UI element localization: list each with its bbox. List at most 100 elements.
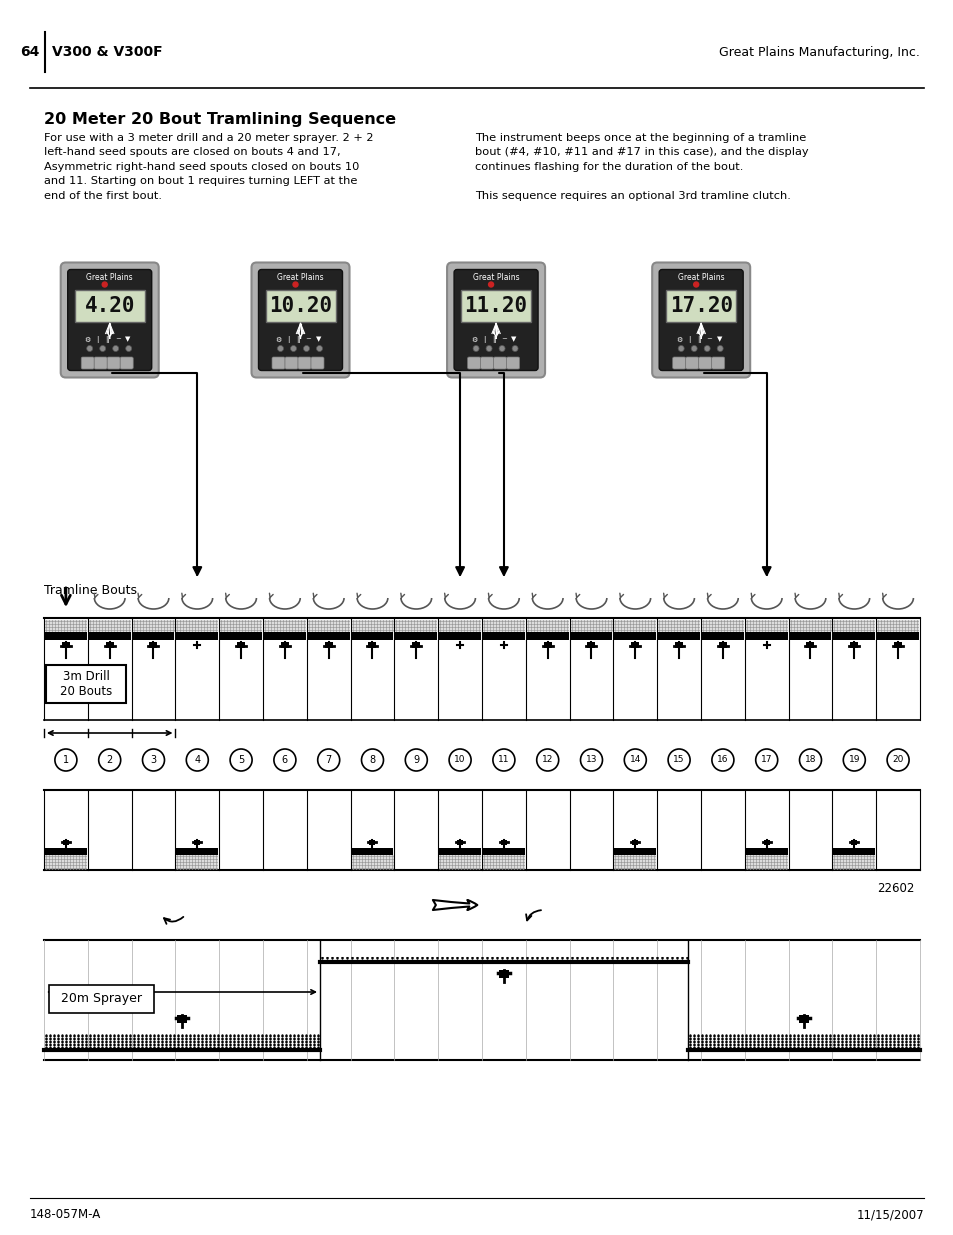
Text: ||: || (491, 336, 496, 343)
Bar (368, 642, 376, 648)
Circle shape (488, 282, 493, 287)
Text: 20 Meter 20 Bout Tramlining Sequence: 20 Meter 20 Bout Tramlining Sequence (44, 112, 395, 127)
FancyBboxPatch shape (685, 357, 698, 369)
FancyBboxPatch shape (659, 269, 742, 370)
Circle shape (186, 748, 208, 771)
Bar (833, 632, 874, 640)
Bar (460, 289, 531, 321)
Text: 18: 18 (804, 756, 816, 764)
Bar (658, 632, 700, 640)
FancyBboxPatch shape (68, 269, 152, 370)
Bar (798, 1015, 808, 1023)
FancyBboxPatch shape (711, 357, 724, 369)
Text: 20: 20 (891, 756, 902, 764)
Text: 3m Drill
20 Bouts: 3m Drill 20 Bouts (60, 671, 112, 698)
Text: |: | (687, 336, 690, 343)
Text: 10.20: 10.20 (269, 295, 332, 315)
Bar (150, 642, 157, 648)
Bar (369, 840, 375, 845)
Text: 11/15/2007: 11/15/2007 (856, 1209, 923, 1221)
Text: Great Plains: Great Plains (277, 273, 323, 282)
Text: |: | (287, 336, 290, 343)
Bar (46, 664, 126, 703)
Bar (850, 840, 857, 845)
Text: 7: 7 (325, 755, 332, 764)
Text: ~: ~ (114, 336, 120, 342)
FancyBboxPatch shape (297, 357, 311, 369)
Text: ⚙: ⚙ (676, 336, 681, 342)
Text: 17.20: 17.20 (669, 295, 732, 315)
FancyBboxPatch shape (454, 269, 537, 370)
Text: 1: 1 (63, 755, 69, 764)
FancyBboxPatch shape (120, 357, 133, 369)
Bar (324, 642, 333, 648)
Text: Great Plains: Great Plains (87, 273, 132, 282)
Bar (308, 632, 349, 640)
Bar (194, 840, 200, 845)
Bar (264, 632, 306, 640)
Text: For use with a 3 meter drill and a 20 meter sprayer. 2 + 2
left-hand seed spouts: For use with a 3 meter drill and a 20 me… (44, 133, 374, 200)
Circle shape (623, 748, 645, 771)
FancyBboxPatch shape (652, 263, 749, 378)
Circle shape (799, 748, 821, 771)
Circle shape (291, 346, 296, 352)
Bar (177, 1015, 187, 1023)
FancyBboxPatch shape (672, 357, 685, 369)
Circle shape (98, 748, 121, 771)
Text: ~: ~ (500, 336, 506, 342)
Circle shape (102, 282, 107, 287)
Circle shape (537, 748, 558, 771)
Bar (500, 840, 506, 845)
Text: ⚙: ⚙ (275, 336, 281, 342)
FancyBboxPatch shape (506, 357, 519, 369)
Text: 5: 5 (237, 755, 244, 764)
Text: 20m Sprayer: 20m Sprayer (61, 993, 142, 1005)
Bar (176, 848, 218, 855)
Bar (265, 289, 335, 321)
Circle shape (711, 748, 733, 771)
Text: V300 & V300F: V300 & V300F (52, 44, 162, 59)
Circle shape (112, 346, 118, 352)
Text: ~: ~ (305, 336, 311, 342)
Text: 17: 17 (760, 756, 772, 764)
Bar (893, 642, 902, 648)
Bar (631, 642, 639, 648)
Circle shape (303, 346, 309, 352)
Circle shape (886, 748, 908, 771)
Bar (719, 642, 726, 648)
Text: Tramline Bouts: Tramline Bouts (44, 583, 137, 597)
Text: ▼: ▼ (716, 336, 721, 342)
Bar (833, 848, 874, 855)
Circle shape (277, 346, 283, 352)
Text: 14: 14 (629, 756, 640, 764)
Circle shape (126, 346, 132, 352)
Bar (789, 632, 830, 640)
Bar (526, 632, 568, 640)
Circle shape (678, 346, 683, 352)
Circle shape (316, 346, 322, 352)
FancyBboxPatch shape (61, 263, 158, 378)
Bar (701, 632, 743, 640)
Text: 16: 16 (717, 756, 728, 764)
FancyBboxPatch shape (252, 263, 349, 378)
Bar (220, 632, 262, 640)
Circle shape (361, 748, 383, 771)
Circle shape (449, 748, 471, 771)
Circle shape (579, 748, 602, 771)
Bar (45, 632, 87, 640)
FancyBboxPatch shape (285, 357, 297, 369)
Text: Great Plains Manufacturing, Inc.: Great Plains Manufacturing, Inc. (719, 46, 919, 58)
FancyBboxPatch shape (81, 357, 94, 369)
Text: 148-057M-A: 148-057M-A (30, 1209, 101, 1221)
Bar (49, 986, 153, 1013)
Circle shape (717, 346, 722, 352)
Bar (352, 632, 393, 640)
Text: ▼: ▼ (511, 336, 517, 342)
Bar (456, 840, 462, 845)
Bar (132, 632, 174, 640)
Bar (412, 642, 420, 648)
Circle shape (142, 748, 164, 771)
Text: ▼: ▼ (315, 336, 321, 342)
Text: 11: 11 (497, 756, 509, 764)
Text: ~: ~ (705, 336, 711, 342)
